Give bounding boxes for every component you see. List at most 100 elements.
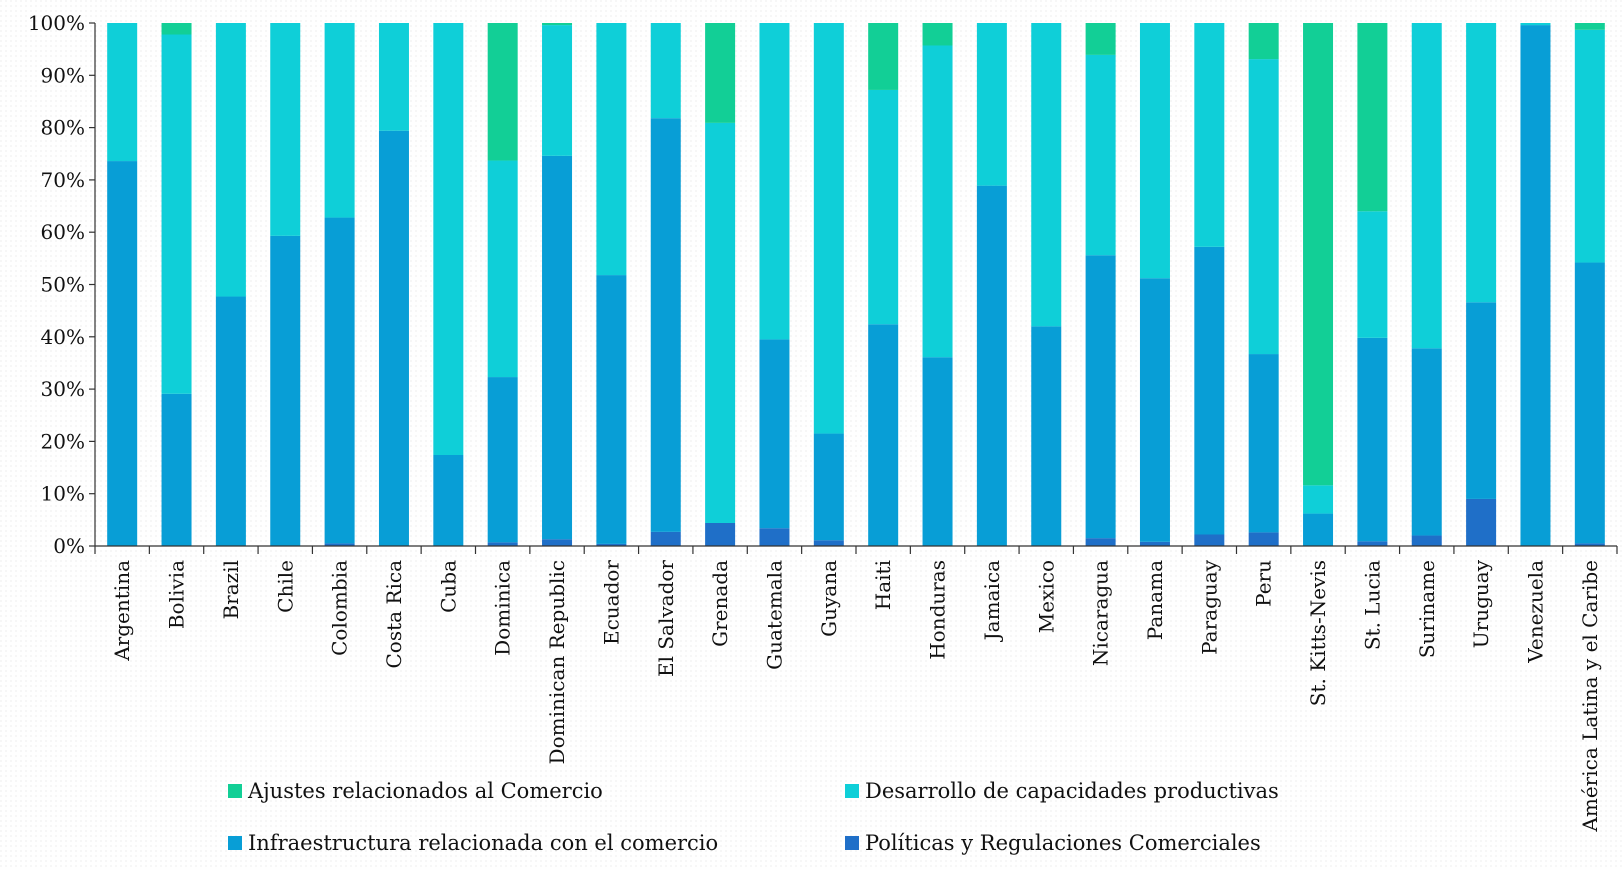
bar-mexico-infraestructura-relacionada-con-el-comercio xyxy=(1031,326,1062,546)
bar-grenada-politicas-y-regulaciones-comerciales xyxy=(705,522,736,546)
x-tick-label-el-salvador: El Salvador xyxy=(654,560,678,677)
bar-suriname-desarrollo-de-capacidades-productivas xyxy=(1411,23,1442,349)
bar-suriname-politicas-y-regulaciones-comerciales xyxy=(1411,535,1442,546)
bar-st-kitts-nevis-desarrollo-de-capacidades-productivas xyxy=(1303,485,1334,514)
y-tick-label: 30% xyxy=(41,377,85,401)
bar-grenada-ajustes-relacionados-al-comercio xyxy=(705,23,736,123)
bar-guatemala-politicas-y-regulaciones-comerciales xyxy=(759,528,790,546)
bar-argentina-infraestructura-relacionada-con-el-comercio xyxy=(107,161,138,546)
bar-costa-rica-infraestructura-relacionada-con-el-comercio xyxy=(378,130,409,546)
bar-paraguay-politicas-y-regulaciones-comerciales xyxy=(1194,534,1225,546)
bar-uruguay-politicas-y-regulaciones-comerciales xyxy=(1466,498,1497,546)
bar-ecuador-politicas-y-regulaciones-comerciales xyxy=(596,543,627,546)
bars-group xyxy=(107,23,1605,547)
bar-nicaragua-desarrollo-de-capacidades-productivas xyxy=(1085,54,1116,256)
y-tick-label: 10% xyxy=(41,482,85,506)
bar-chile-desarrollo-de-capacidades-productivas xyxy=(270,23,301,236)
x-tick-label-jamaica: Jamaica xyxy=(980,560,1004,642)
bar-venezuela-desarrollo-de-capacidades-productivas xyxy=(1520,23,1551,26)
x-tick-label-mexico: Mexico xyxy=(1034,560,1058,633)
bar-honduras-infraestructura-relacionada-con-el-comercio xyxy=(922,357,953,546)
x-tick-label-grenada: Grenada xyxy=(708,560,732,647)
y-tick-label: 40% xyxy=(41,325,85,349)
bar-st-kitts-nevis-infraestructura-relacionada-con-el-comercio xyxy=(1303,513,1334,546)
bar-el-salvador-desarrollo-de-capacidades-productivas xyxy=(650,23,681,119)
bar-peru-infraestructura-relacionada-con-el-comercio xyxy=(1248,354,1279,533)
bar-chile-infraestructura-relacionada-con-el-comercio xyxy=(270,235,301,546)
bar-dominican-republic-infraestructura-relacionada-con-el-comercio xyxy=(542,155,573,540)
x-tick-label-suriname: Suriname xyxy=(1415,560,1439,658)
x-tick-label-uruguay: Uruguay xyxy=(1469,559,1493,648)
bar-america-latina-y-el-caribe-desarrollo-de-capacidades-productivas xyxy=(1574,29,1605,263)
y-tick-label: 70% xyxy=(41,168,85,192)
bar-guatemala-infraestructura-relacionada-con-el-comercio xyxy=(759,339,790,529)
bar-panama-politicas-y-regulaciones-comerciales xyxy=(1139,541,1170,546)
bar-brazil-infraestructura-relacionada-con-el-comercio xyxy=(215,296,246,546)
bar-honduras-ajustes-relacionados-al-comercio xyxy=(922,23,953,46)
x-tick-label-haiti: Haiti xyxy=(871,560,895,610)
x-tick-label-bolivia: Bolivia xyxy=(165,560,189,629)
bar-bolivia-infraestructura-relacionada-con-el-comercio xyxy=(161,393,192,546)
bar-bolivia-desarrollo-de-capacidades-productivas xyxy=(161,34,192,394)
bar-peru-politicas-y-regulaciones-comerciales xyxy=(1248,532,1279,546)
y-tick-label: 60% xyxy=(41,220,85,244)
bar-america-latina-y-el-caribe-ajustes-relacionados-al-comercio xyxy=(1574,23,1605,30)
bar-el-salvador-politicas-y-regulaciones-comerciales xyxy=(650,531,681,546)
bar-st-lucia-ajustes-relacionados-al-comercio xyxy=(1357,23,1388,212)
bar-st-lucia-infraestructura-relacionada-con-el-comercio xyxy=(1357,337,1388,542)
bar-grenada-desarrollo-de-capacidades-productivas xyxy=(705,122,736,523)
bar-peru-desarrollo-de-capacidades-productivas xyxy=(1248,59,1279,355)
bar-paraguay-infraestructura-relacionada-con-el-comercio xyxy=(1194,246,1225,535)
bar-cuba-infraestructura-relacionada-con-el-comercio xyxy=(433,454,464,546)
x-tick-label-america-latina-y-el-caribe: América Latina y el Caribe xyxy=(1578,560,1602,833)
bar-uruguay-infraestructura-relacionada-con-el-comercio xyxy=(1466,302,1497,499)
x-tick-label-guyana: Guyana xyxy=(817,560,841,637)
bar-st-lucia-politicas-y-regulaciones-comerciales xyxy=(1357,541,1388,546)
bar-haiti-infraestructura-relacionada-con-el-comercio xyxy=(868,324,899,546)
bar-ecuador-desarrollo-de-capacidades-productivas xyxy=(596,23,627,276)
bar-haiti-ajustes-relacionados-al-comercio xyxy=(868,23,899,90)
bar-panama-desarrollo-de-capacidades-productivas xyxy=(1139,23,1170,279)
y-tick-label: 90% xyxy=(41,63,85,87)
x-tick-label-paraguay: Paraguay xyxy=(1197,559,1221,655)
y-tick-label: 100% xyxy=(28,11,85,35)
x-tick-label-venezuela: Venezuela xyxy=(1523,560,1547,664)
bar-guyana-infraestructura-relacionada-con-el-comercio xyxy=(813,433,844,541)
bar-haiti-desarrollo-de-capacidades-productivas xyxy=(868,89,899,325)
x-tick-label-colombia: Colombia xyxy=(328,560,352,656)
x-tick-label-peru: Peru xyxy=(1252,560,1276,607)
bar-guyana-desarrollo-de-capacidades-productivas xyxy=(813,23,844,434)
bar-bolivia-ajustes-relacionados-al-comercio xyxy=(161,23,192,35)
bar-el-salvador-infraestructura-relacionada-con-el-comercio xyxy=(650,118,681,532)
bar-nicaragua-politicas-y-regulaciones-comerciales xyxy=(1085,538,1116,546)
bar-ecuador-infraestructura-relacionada-con-el-comercio xyxy=(596,275,627,544)
x-tick-label-nicaragua: Nicaragua xyxy=(1089,560,1113,666)
axes-group xyxy=(89,22,1618,554)
y-tick-labels: 0% 10% 20% 30% 40% 50% 60% 70% 80% 90% 100% xyxy=(28,11,85,558)
bar-america-latina-y-el-caribe-politicas-y-regulaciones-comerciales xyxy=(1574,543,1605,546)
x-tick-label-dominican-republic: Dominican Republic xyxy=(545,560,569,764)
bar-brazil-desarrollo-de-capacidades-productivas xyxy=(215,23,246,297)
bar-dominica-infraestructura-relacionada-con-el-comercio xyxy=(487,377,518,543)
bar-cuba-desarrollo-de-capacidades-productivas xyxy=(433,23,464,455)
x-tick-label-guatemala: Guatemala xyxy=(762,560,786,670)
bar-jamaica-infraestructura-relacionada-con-el-comercio xyxy=(976,185,1007,546)
x-tick-label-st-lucia: St. Lucia xyxy=(1360,560,1384,650)
x-tick-labels: Argentina Bolivia Brazil Chile Colombia Costa… xyxy=(110,559,1602,832)
x-tick-label-st-kitts-nevis: St. Kitts-Nevis xyxy=(1306,560,1330,706)
bar-dominica-ajustes-relacionados-al-comercio xyxy=(487,23,518,161)
x-tick-label-dominica: Dominica xyxy=(491,560,515,656)
bar-panama-infraestructura-relacionada-con-el-comercio xyxy=(1139,278,1170,542)
bar-st-kitts-nevis-ajustes-relacionados-al-comercio xyxy=(1303,23,1334,486)
bar-colombia-desarrollo-de-capacidades-productivas xyxy=(324,23,355,218)
x-tick-label-costa-rica: Costa Rica xyxy=(382,560,406,669)
bar-america-latina-y-el-caribe-infraestructura-relacionada-con-el-comercio xyxy=(1574,262,1605,544)
bar-mexico-desarrollo-de-capacidades-productivas xyxy=(1031,23,1062,327)
bar-costa-rica-desarrollo-de-capacidades-productivas xyxy=(378,23,409,131)
y-tick-label: 20% xyxy=(41,429,85,453)
bar-jamaica-desarrollo-de-capacidades-productivas xyxy=(976,23,1007,186)
bar-colombia-politicas-y-regulaciones-comerciales xyxy=(324,543,355,546)
bar-suriname-infraestructura-relacionada-con-el-comercio xyxy=(1411,348,1442,536)
bar-nicaragua-infraestructura-relacionada-con-el-comercio xyxy=(1085,255,1116,539)
